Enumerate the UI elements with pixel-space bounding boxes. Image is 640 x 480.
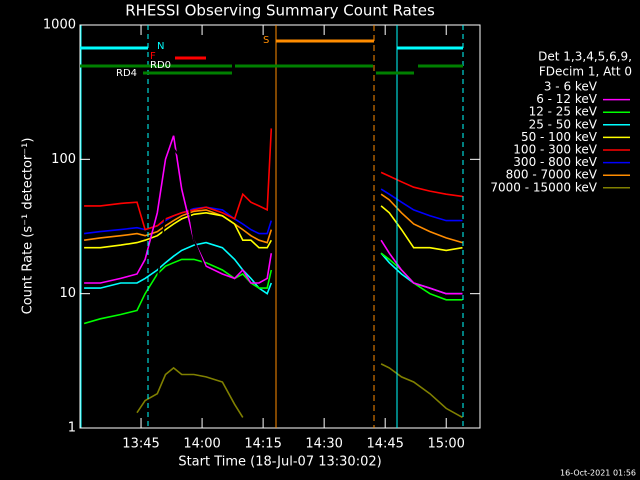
rd0-label: RD0 (150, 60, 171, 71)
legend-label: 50 - 100 keV (521, 130, 598, 144)
legend-header: FDecim 1, Att 0 (539, 65, 632, 79)
x-tick-label: 14:30 (305, 437, 342, 452)
legend-label: 100 - 300 keV (513, 143, 597, 157)
series-line (84, 146, 463, 356)
legend-label: 300 - 800 keV (513, 155, 597, 169)
plot-area (83, 128, 463, 419)
x-axis-label: Start Time (18-Jul-07 13:30:02) (178, 455, 381, 470)
legend-label: 7000 - 15000 keV (490, 180, 597, 194)
legend-header: Det 1,3,4,5,6,9, (538, 50, 632, 64)
x-tick-label: 15:00 (427, 437, 464, 452)
x-tick-label: 14:45 (366, 437, 403, 452)
rd4-label: RD4 (116, 68, 137, 79)
attenuator-label: N (157, 41, 164, 52)
y-tick-label: 10 (59, 286, 76, 301)
y-tick-label: 1000 (43, 18, 76, 33)
legend-label: 3 - 6 keV (544, 80, 598, 94)
x-tick-label: 14:00 (183, 437, 220, 452)
timestamp: 16-Oct-2021 01:56 (560, 469, 636, 478)
legend-label: 25 - 50 keV (529, 117, 598, 131)
chart-title: RHESSI Observing Summary Count Rates (125, 2, 435, 20)
y-axis-label: Count Rate (s⁻¹ detector⁻¹) (21, 138, 36, 315)
axes-frame (79, 24, 481, 429)
x-tick-label: 14:15 (244, 437, 281, 452)
y-tick-label: 1 (68, 421, 76, 436)
flags: N S F RD0 RD4 (80, 25, 464, 428)
x-tick-label: 13:45 (122, 437, 159, 452)
legend-label: 12 - 25 keV (529, 105, 598, 119)
legend-label: 800 - 7000 keV (506, 168, 598, 182)
y-tick-label: 100 (51, 152, 76, 167)
flare-label: F (150, 51, 156, 62)
series-line (84, 135, 463, 295)
series-line (136, 363, 463, 419)
legend-label: 6 - 12 keV (536, 92, 598, 106)
saa-label: S (263, 35, 269, 46)
